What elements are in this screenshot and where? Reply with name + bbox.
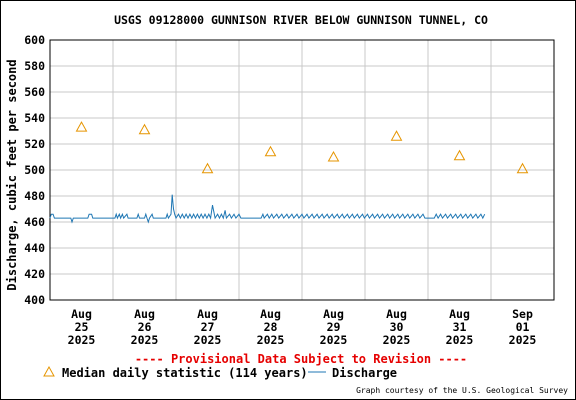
x-tick-label-6-1: 31 (453, 320, 467, 334)
x-tick-label-3-1: 28 (264, 320, 278, 334)
y-tick-label-6: 520 (24, 137, 45, 151)
discharge-series (49, 194, 486, 224)
y-tick-label-5: 500 (24, 163, 45, 177)
x-tick-label-2-2: 2025 (194, 333, 222, 347)
x-tick-label-3-0: Aug (260, 307, 281, 321)
legend-discharge-label: Discharge (332, 366, 397, 380)
y-tick-label-7: 540 (24, 111, 45, 125)
discharge-line (49, 194, 486, 224)
median-point-6 (453, 149, 466, 161)
x-tick-label-4-2: 2025 (320, 333, 348, 347)
median-point-3 (264, 145, 277, 157)
median-point-1 (138, 123, 151, 135)
x-tick-label-6-0: Aug (449, 307, 470, 321)
x-tick-label-0-2: 2025 (68, 333, 96, 347)
x-tick-label-2-1: 27 (201, 320, 215, 334)
y-tick-label-10: 600 (24, 33, 45, 47)
median-series (75, 121, 529, 174)
legend-median-label: Median daily statistic (114 years) (62, 366, 308, 380)
x-tick-label-5-1: 30 (390, 320, 404, 334)
x-tick-label-1-1: 26 (138, 320, 152, 334)
x-tick-label-7-2: 2025 (509, 333, 537, 347)
x-tick-label-3-2: 2025 (257, 333, 285, 347)
legend-median-marker (43, 365, 55, 377)
grid (49, 39, 555, 301)
y-tick-label-2: 440 (24, 241, 45, 255)
x-tick-label-1-2: 2025 (131, 333, 159, 347)
y-tick-label-0: 400 (24, 293, 45, 307)
median-point-5 (390, 130, 403, 141)
x-tick-label-4-0: Aug (323, 307, 344, 321)
x-tick-label-1-0: Aug (134, 307, 155, 321)
x-tick-label-7-1: 01 (516, 320, 530, 334)
y-tick-label-4: 480 (24, 189, 45, 203)
x-tick-labels: Aug252025Aug262025Aug272025Aug282025Aug2… (68, 307, 537, 347)
x-tick-label-7-0: Sep (512, 307, 533, 321)
x-tick-label-6-2: 2025 (446, 333, 474, 347)
provisional-note: ---- Provisional Data Subject to Revisio… (135, 352, 467, 366)
y-tick-label-1: 420 (24, 267, 45, 281)
x-tick-label-5-0: Aug (386, 307, 407, 321)
y-tick-label-3: 460 (24, 215, 45, 229)
y-axis-label: Discharge, cubic feet per second (5, 59, 19, 290)
x-tick-label-5-2: 2025 (383, 333, 411, 347)
x-tick-label-2-0: Aug (197, 307, 218, 321)
x-tick-label-0-1: 25 (75, 320, 89, 334)
y-tick-labels: 400 420 440 460 480 500 520 540 560 580 600 (24, 33, 45, 307)
x-tick-label-0-0: Aug (71, 307, 92, 321)
x-tick-label-4-1: 29 (327, 320, 341, 334)
median-point-2 (201, 162, 214, 174)
plot-border (49, 39, 555, 301)
legend: Median daily statistic (114 years) Disch… (43, 365, 397, 380)
median-point-7 (516, 162, 529, 174)
chart-title: USGS 09128000 GUNNISON RIVER BELOW GUNNI… (114, 13, 488, 27)
y-tick-label-9: 580 (24, 59, 45, 73)
y-tick-label-8: 560 (24, 85, 45, 99)
median-point-0 (75, 121, 88, 132)
credit: Graph courtesy of the U.S. Geological Su… (356, 386, 568, 395)
median-point-4 (327, 150, 340, 162)
